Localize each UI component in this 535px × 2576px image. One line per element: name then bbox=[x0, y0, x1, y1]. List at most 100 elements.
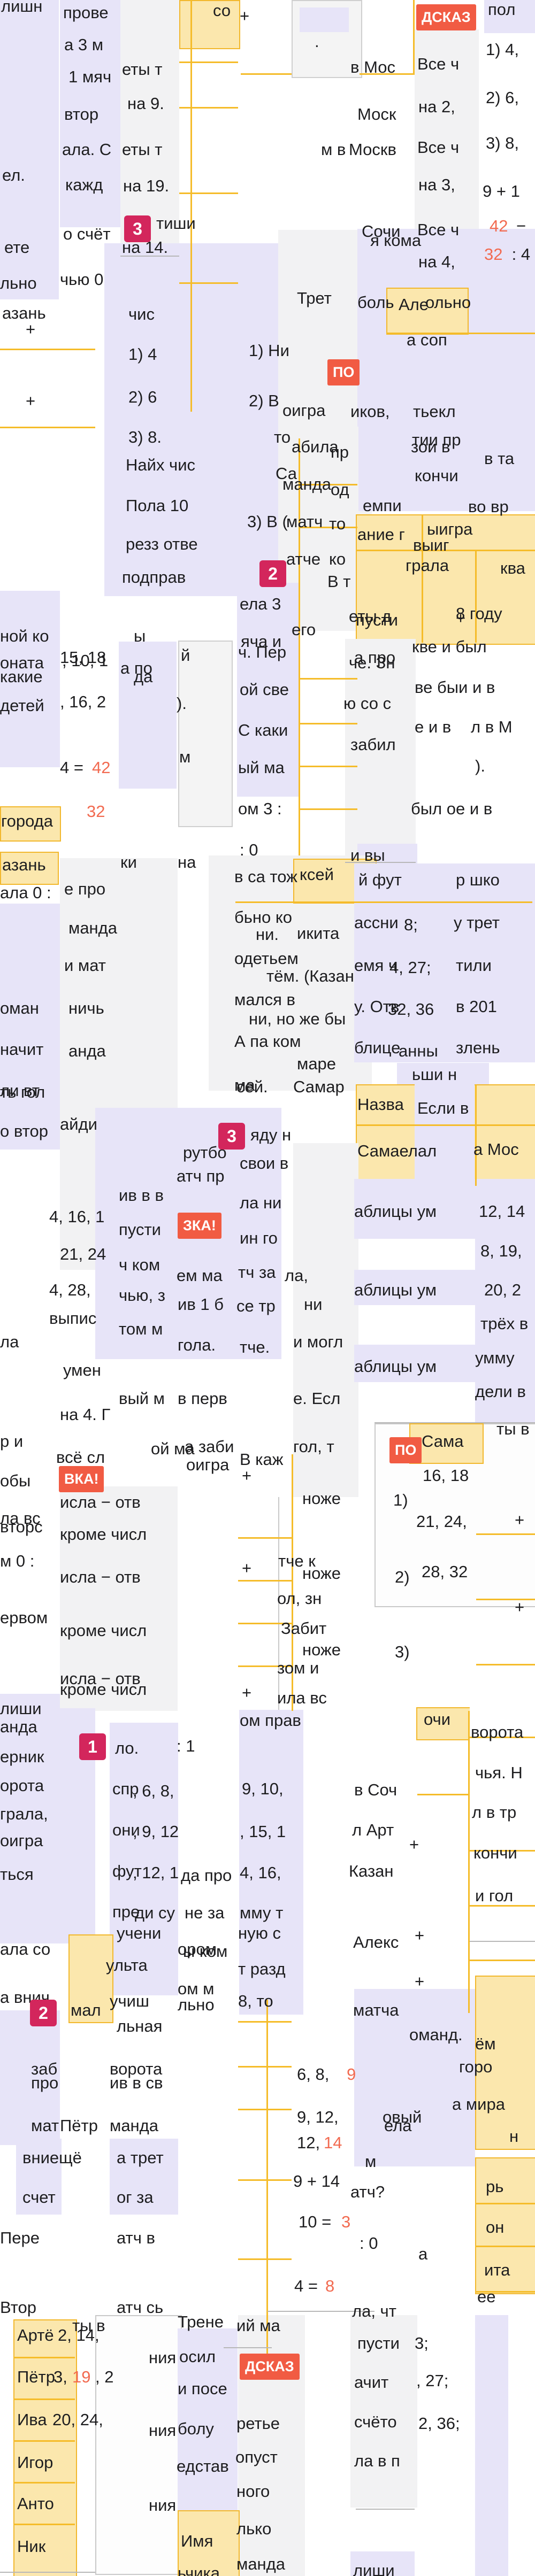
text-fragment: 12, bbox=[297, 2133, 325, 2152]
name-table-column bbox=[13, 2319, 77, 2576]
text-fragment: 20, 24, bbox=[52, 2410, 103, 2429]
text-fragment: , 6, 8, bbox=[133, 1781, 174, 1800]
text-fragment: ди су bbox=[135, 1903, 175, 1922]
plus-operator: + bbox=[242, 1683, 252, 1702]
text-fragment: ала 0 : bbox=[0, 883, 51, 902]
text-fragment: 20, 2 bbox=[484, 1281, 521, 1299]
text-fragment: 8; bbox=[404, 915, 418, 934]
table-header: Назва bbox=[357, 1095, 404, 1114]
task-number-badge: 1 bbox=[79, 1733, 106, 1760]
grid-line bbox=[413, 0, 415, 75]
text-fragment: атч сь bbox=[117, 2298, 164, 2317]
card-gray bbox=[345, 639, 416, 863]
text-fragment: ом м bbox=[178, 1979, 215, 1998]
text-fragment: кажд bbox=[65, 175, 103, 194]
text-fragment: на 3, bbox=[418, 175, 455, 194]
text-fragment: ульта bbox=[106, 1956, 148, 1975]
text-fragment: кончи bbox=[415, 466, 458, 485]
text-fragment: оигра bbox=[0, 1831, 43, 1850]
text-fragment: 1 мяч bbox=[68, 67, 112, 86]
text-fragment: чью 0 bbox=[60, 270, 104, 289]
text-fragment: абила bbox=[292, 437, 339, 456]
text-fragment: е про bbox=[64, 880, 106, 898]
text-fragment: города bbox=[1, 812, 53, 830]
text-fragment: ни, но же бы bbox=[249, 1009, 346, 1028]
text-fragment: кончи bbox=[473, 1844, 517, 1862]
text-fragment: 4, 27; bbox=[389, 958, 431, 977]
text-fragment: пол bbox=[488, 0, 516, 19]
text-fragment: льно bbox=[0, 274, 37, 292]
text-fragment: ни bbox=[304, 1295, 323, 1314]
text-fragment: счёто bbox=[354, 2412, 397, 2431]
text-fragment: ла вс bbox=[0, 1509, 41, 1528]
divider bbox=[120, 256, 179, 257]
text-fragment: Втор bbox=[0, 2298, 36, 2317]
text-fragment: Трене bbox=[178, 2312, 224, 2331]
answer-value: 3 bbox=[341, 2212, 351, 2231]
text-fragment: икита bbox=[297, 924, 340, 943]
answer-value: 32 bbox=[87, 802, 105, 821]
card-gray bbox=[178, 641, 233, 827]
text-fragment: на bbox=[178, 853, 196, 871]
text-fragment: ло. bbox=[115, 1739, 139, 1757]
grid-line bbox=[475, 2203, 535, 2204]
text-fragment: Але bbox=[399, 295, 429, 314]
grid-line bbox=[241, 73, 292, 75]
text-fragment: 4 = bbox=[60, 758, 88, 777]
text-fragment: исла − отв bbox=[60, 1669, 141, 1688]
text-fragment: 4, 16, 1 bbox=[49, 1207, 105, 1226]
text-fragment: 1) 4, bbox=[486, 40, 519, 59]
text-fragment: тили bbox=[456, 956, 492, 975]
text-fragment: ноже bbox=[302, 1564, 341, 1583]
text-fragment: л Арт bbox=[352, 1821, 394, 1839]
text-fragment: ). bbox=[475, 757, 485, 775]
text-fragment: тиши bbox=[156, 214, 196, 233]
text-fragment: ни. bbox=[256, 925, 279, 944]
table-cell bbox=[68, 1934, 113, 2023]
text-fragment: а соп bbox=[407, 330, 447, 349]
grid-line bbox=[422, 514, 423, 643]
text-fragment: Забит bbox=[281, 1619, 327, 1638]
text-fragment: гола. bbox=[178, 1336, 216, 1354]
text-fragment: 1) bbox=[393, 1491, 408, 1509]
text-fragment: иков, bbox=[350, 402, 390, 421]
task-number-badge: 3 bbox=[218, 1123, 245, 1150]
text-fragment: еты д bbox=[349, 607, 392, 626]
text-fragment: аблицы ум bbox=[354, 1202, 437, 1221]
text-fragment: ете bbox=[4, 238, 30, 257]
grid-line bbox=[266, 2000, 268, 2374]
divider bbox=[356, 2509, 415, 2510]
text-fragment: пусти bbox=[119, 1220, 161, 1239]
text-fragment: ание г bbox=[357, 525, 405, 544]
grid-line bbox=[356, 550, 535, 551]
text-fragment: у. Отв bbox=[354, 997, 400, 1016]
text-fragment: л в М bbox=[471, 718, 513, 736]
card-lavender bbox=[0, 904, 60, 1150]
text-fragment: айди bbox=[60, 1115, 97, 1133]
text-fragment: Пола 10 bbox=[126, 496, 189, 515]
text-fragment: учени bbox=[117, 1924, 162, 1942]
text-fragment: кроме числ bbox=[60, 1680, 147, 1699]
grid-line bbox=[13, 2524, 75, 2525]
text-fragment: 9, 10, bbox=[242, 1779, 284, 1798]
card-gray bbox=[350, 2315, 417, 2508]
text-fragment: а bbox=[418, 2245, 428, 2263]
text-fragment: − bbox=[516, 217, 526, 235]
text-fragment: яду н bbox=[250, 1125, 292, 1144]
text-fragment: а 3 м bbox=[64, 35, 104, 54]
text-fragment: лишн bbox=[1, 0, 43, 16]
text-fragment: ы ком bbox=[183, 1942, 228, 1961]
table-cell-text: мал bbox=[71, 2001, 101, 2019]
text-fragment: н bbox=[509, 2127, 519, 2146]
text-fragment: , 16, 2 bbox=[60, 692, 106, 711]
text-fragment: кве и был bbox=[412, 637, 487, 656]
text-fragment: 3) bbox=[395, 1642, 410, 1661]
table-cell-text: Ник bbox=[17, 2537, 46, 2556]
text-fragment: 8, то bbox=[238, 1992, 273, 2010]
text-fragment: тч за bbox=[238, 1263, 276, 1282]
text-fragment: а трет bbox=[117, 2148, 164, 2167]
text-fragment: зои в bbox=[411, 437, 450, 456]
text-fragment: зом и bbox=[277, 1659, 319, 1677]
grid-line bbox=[299, 484, 357, 485]
text-fragment: ты в bbox=[496, 1420, 530, 1438]
